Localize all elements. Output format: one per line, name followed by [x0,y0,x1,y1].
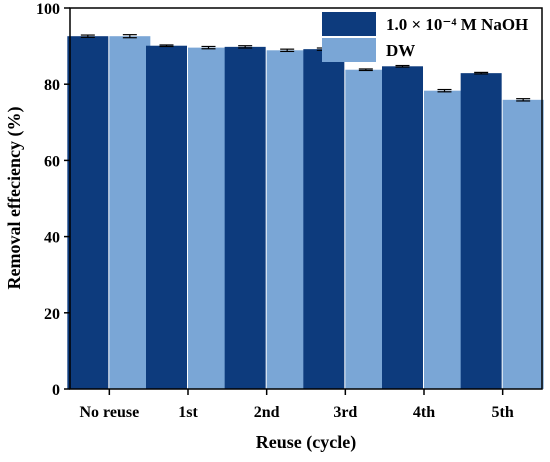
bar-naoh-1 [146,45,187,390]
bar-dw-1 [188,47,229,390]
y-tick-label-60: 60 [44,153,60,170]
bar-naoh-0 [67,36,109,389]
y-tick-label-0: 0 [52,382,60,399]
error-bar-naoh-2 [238,45,253,49]
y-axis-title: Removal effeciency (%) [4,107,25,290]
bar-dw-5 [502,99,544,390]
bar-naoh-3 [303,49,345,389]
legend: 1.0 × 10⁻⁴ M NaOH DW [322,12,528,62]
error-bar-dw-1 [201,45,216,50]
error-bar-dw-3 [358,68,373,72]
x-tick-label-5: 5th [492,404,514,421]
bar-dw-3 [345,69,387,390]
x-tick-label-0: No reuse [79,404,139,421]
bars-layer [67,36,544,390]
bar-naoh-4 [382,66,423,389]
error-bar-dw-2 [280,48,295,53]
plot-frame [69,7,543,390]
y-tick-label-100: 100 [36,1,60,18]
error-bar-naoh-5 [474,71,489,75]
error-bar-naoh-1 [159,44,174,48]
bar-naoh-2 [224,46,266,389]
legend-label-dw: DW [386,41,415,60]
x-tick-label-3: 3rd [333,404,357,421]
bar-naoh-5 [460,73,502,389]
x-tick-label-1: 1st [178,404,198,421]
legend-swatch-naoh [322,12,376,36]
x-axis-ticks: No reuse 1st 2nd 3rd 4th 5th [79,389,514,421]
bar-dw-4 [424,90,465,389]
bar-dw-0 [109,36,151,389]
legend-label-naoh: 1.0 × 10⁻⁴ M NaOH [386,15,528,34]
error-bar-dw-0 [122,34,137,39]
bar-dw-2 [266,50,308,389]
error-bar-naoh-4 [395,64,410,68]
error-bar-naoh-0 [80,34,95,38]
x-tick-label-2: 2nd [254,404,280,421]
y-tick-label-80: 80 [44,77,60,94]
x-tick-label-4: 4th [413,404,435,421]
axes [69,7,543,390]
y-tick-label-20: 20 [44,306,60,323]
legend-swatch-dw [322,38,376,62]
error-bar-dw-5 [516,98,531,102]
error-bars-layer [80,34,531,102]
y-axis-ticks: 0 20 40 60 80 100 [36,1,70,399]
x-axis-title: Reuse (cycle) [256,432,356,453]
error-bar-dw-4 [437,88,452,93]
y-tick-label-40: 40 [44,230,60,247]
